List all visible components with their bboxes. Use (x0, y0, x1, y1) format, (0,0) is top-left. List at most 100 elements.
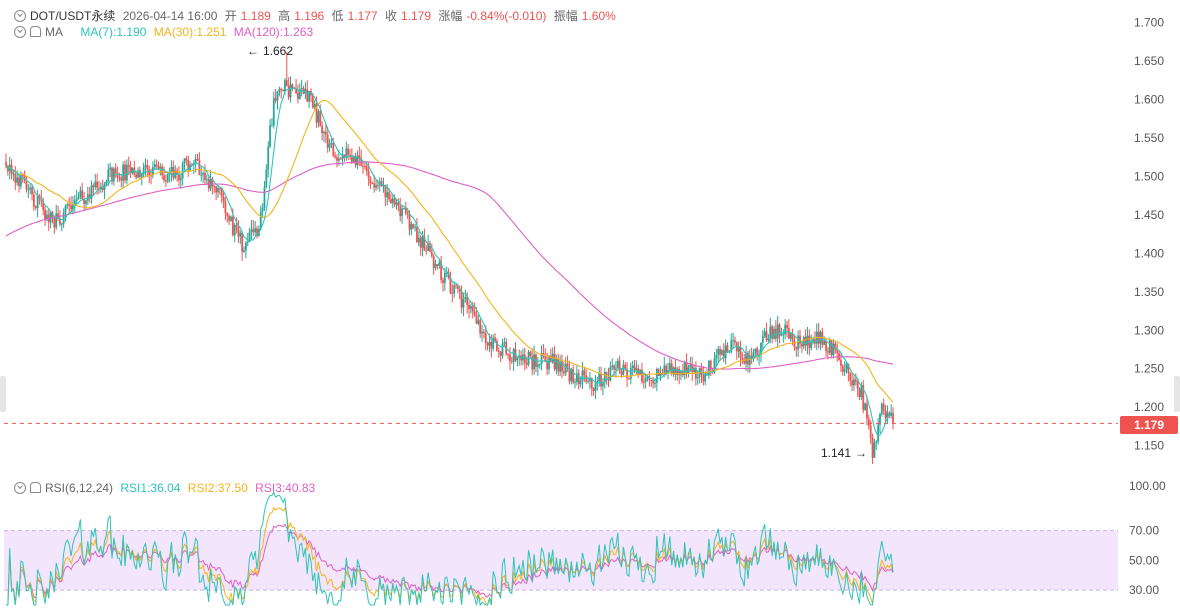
candle-body (185, 158, 188, 161)
candle-body (404, 207, 407, 214)
candle-body (668, 363, 671, 370)
candle-body (399, 206, 402, 217)
candle-body (59, 218, 61, 225)
candle-body (793, 340, 796, 348)
candle-body (324, 131, 327, 135)
candle-body (629, 367, 632, 380)
ma-legend: MA MA(7):1.190 MA(30):1.251 MA(120):1.26… (14, 25, 317, 39)
symbol-name: DOT/USDT永续 (30, 9, 116, 23)
candle-body (237, 227, 240, 237)
candle-body (5, 161, 7, 166)
candle-body (384, 185, 387, 198)
candle-body (721, 350, 723, 355)
candle-body (760, 342, 762, 355)
low-marker: 1.141 → (821, 446, 871, 460)
candle-body (166, 174, 169, 182)
collapse-toggle-icon[interactable] (14, 10, 26, 22)
candle-body (129, 166, 132, 174)
candle-body (787, 328, 790, 339)
candle-body (886, 412, 889, 418)
amplitude-label: 振幅 (553, 9, 578, 23)
candle-body (655, 368, 658, 383)
candle-body (319, 111, 322, 126)
candle-body (239, 232, 242, 237)
candle-body (840, 360, 842, 366)
candle-body (386, 192, 389, 198)
candle-body (284, 80, 286, 92)
candle-body (672, 367, 675, 375)
candle-body (763, 331, 766, 337)
candle-body (375, 185, 377, 188)
candle-body (339, 158, 342, 160)
candle-body (730, 340, 733, 352)
candle-body (125, 164, 128, 181)
price-axis-tick: 1.450 (1134, 208, 1164, 222)
right-scroll-handle[interactable] (1174, 376, 1180, 412)
candle-body (574, 381, 576, 383)
candle-body (220, 188, 223, 197)
candle-body (362, 165, 364, 167)
candle-body (462, 299, 465, 308)
candle-body (8, 164, 11, 172)
candle-body (276, 91, 279, 101)
candle-body (875, 441, 878, 443)
candle-body (516, 357, 519, 361)
candle-body (77, 197, 80, 199)
candle-body (18, 177, 20, 187)
candle-body (639, 369, 642, 375)
candle-body (165, 180, 167, 182)
candle-body (722, 350, 725, 359)
candle-body (369, 178, 372, 183)
candle-body (853, 379, 855, 386)
candle-body (620, 371, 623, 375)
price-axis-tick: 1.400 (1134, 246, 1164, 260)
candle-body (21, 174, 24, 176)
candle-body (468, 304, 470, 309)
candle-body (791, 333, 794, 341)
candle-body (715, 354, 718, 359)
price-axis-tick: 1.550 (1134, 131, 1164, 145)
candle-body (782, 334, 785, 336)
candle-body (217, 188, 219, 193)
rsi1-legend: RSI1:36.04 (120, 481, 181, 495)
candle-body (414, 226, 416, 228)
candle-body (367, 170, 370, 179)
candle-body (198, 159, 201, 175)
candle-body (678, 368, 681, 376)
candle-body (442, 279, 444, 283)
candle-body (228, 216, 231, 221)
candle-body (311, 95, 314, 108)
candle-body (46, 214, 48, 220)
rsi3-line (6, 523, 894, 606)
candle-body (843, 369, 846, 372)
candle-body (213, 186, 216, 188)
rsi-axis-tick: 50.00 (1129, 553, 1159, 567)
close-label: 收 (384, 9, 397, 23)
candle-body (544, 355, 547, 362)
candle-body (613, 365, 615, 370)
candle-body (765, 331, 768, 341)
ma-label[interactable]: MA (45, 25, 63, 39)
candle-body (297, 92, 299, 99)
left-scroll-handle[interactable] (0, 376, 6, 412)
candle-body (884, 410, 887, 418)
rsi-alert-bell-icon[interactable] (30, 482, 41, 493)
candle-body (135, 174, 138, 178)
candle-body (549, 355, 552, 363)
rsi-collapse-toggle-icon[interactable] (14, 482, 26, 494)
candle-body (363, 165, 366, 167)
candle-body (116, 173, 119, 178)
candle-body (849, 372, 852, 381)
candle-body (471, 306, 474, 312)
candle-body (557, 359, 560, 372)
candle-body (138, 170, 141, 178)
candle-body (259, 211, 262, 230)
candle-body (94, 181, 97, 188)
candle-body (248, 231, 251, 242)
rsi-label[interactable]: RSI(6,12,24) (45, 481, 114, 495)
ma-collapse-toggle-icon[interactable] (14, 26, 26, 38)
candle-body (869, 425, 872, 438)
alert-bell-icon[interactable] (30, 26, 41, 37)
candle-body (356, 155, 359, 166)
